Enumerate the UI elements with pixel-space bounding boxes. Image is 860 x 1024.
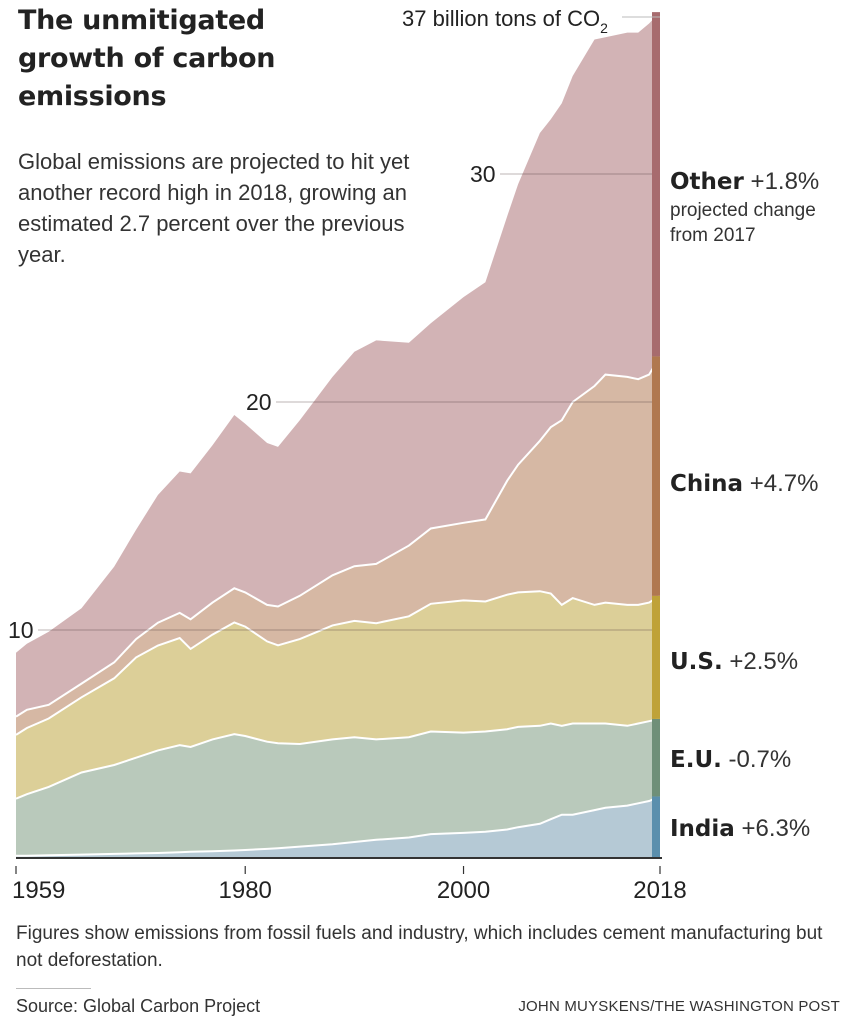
stacked-area-chart: 10 20 30 1959 1980 2000 2018 37 billion tons … [8, 6, 687, 900]
area-india [16, 796, 660, 858]
legend-china-change: +4.7% [749, 470, 819, 497]
legend-other-note: projected change from 2017 [670, 200, 816, 246]
legend-eu-name: E.U. [670, 747, 722, 773]
legend-china: China +4.7% [670, 470, 818, 498]
boundary-india [16, 795, 661, 857]
footnote: Figures show emissions from fossil fuels… [16, 923, 823, 971]
x-tick-label-2000: 2000 [437, 877, 490, 900]
series-edge-bars [652, 12, 660, 858]
legend-other: Other +1.8% projected change from 2017 [670, 168, 850, 248]
area-eu [16, 718, 660, 856]
source-text: Source: Global Carbon Project [16, 996, 261, 1016]
boundary-eu [15, 717, 661, 800]
legend-india-name: India [670, 816, 735, 842]
edge-bar-us [652, 595, 660, 719]
top-annotation: 37 billion tons of CO2 [402, 6, 608, 36]
edge-bar-india [652, 796, 660, 858]
edge-bar-other [652, 12, 660, 357]
legend-india: India +6.3% [670, 815, 810, 843]
area-us [16, 591, 660, 799]
legend-india-change: +6.3% [741, 815, 811, 842]
x-tick-label-1959: 1959 [12, 877, 65, 900]
edge-bar-china [652, 356, 660, 596]
gridlines: 10 20 30 [8, 161, 652, 643]
legend-us: U.S. +2.5% [670, 648, 798, 676]
area-layers [15, 12, 661, 858]
x-tick-label-2018: 2018 [633, 877, 686, 900]
legend-other-name: Other [670, 169, 744, 195]
area-other [16, 12, 660, 717]
boundary-us [15, 590, 661, 736]
credit-text: JOHN MUYSKENS/THE WASHINGTON POST [518, 998, 840, 1015]
source-divider [16, 988, 91, 989]
legend-us-name: U.S. [670, 649, 723, 675]
y-tick-label-20: 20 [246, 389, 272, 415]
boundary-china [15, 355, 661, 718]
legend-china-name: China [670, 471, 744, 497]
y-tick-label-10: 10 [8, 617, 34, 643]
chart-title: The unmitigated growth of carbon emissio… [18, 5, 276, 112]
edge-bar-eu [652, 718, 660, 797]
chart-subtitle: Global emissions are projected to hit ye… [18, 149, 410, 267]
legend-eu: E.U. -0.7% [670, 746, 791, 774]
y-tick-label-30: 30 [470, 161, 496, 187]
legend-eu-change: -0.7% [728, 746, 792, 773]
legend-other-change: +1.8% [750, 168, 820, 195]
legend-us-change: +2.5% [729, 648, 799, 675]
x-tick-label-1980: 1980 [219, 877, 272, 900]
x-axis-ticks: 1959 1980 2000 2018 [12, 866, 687, 900]
